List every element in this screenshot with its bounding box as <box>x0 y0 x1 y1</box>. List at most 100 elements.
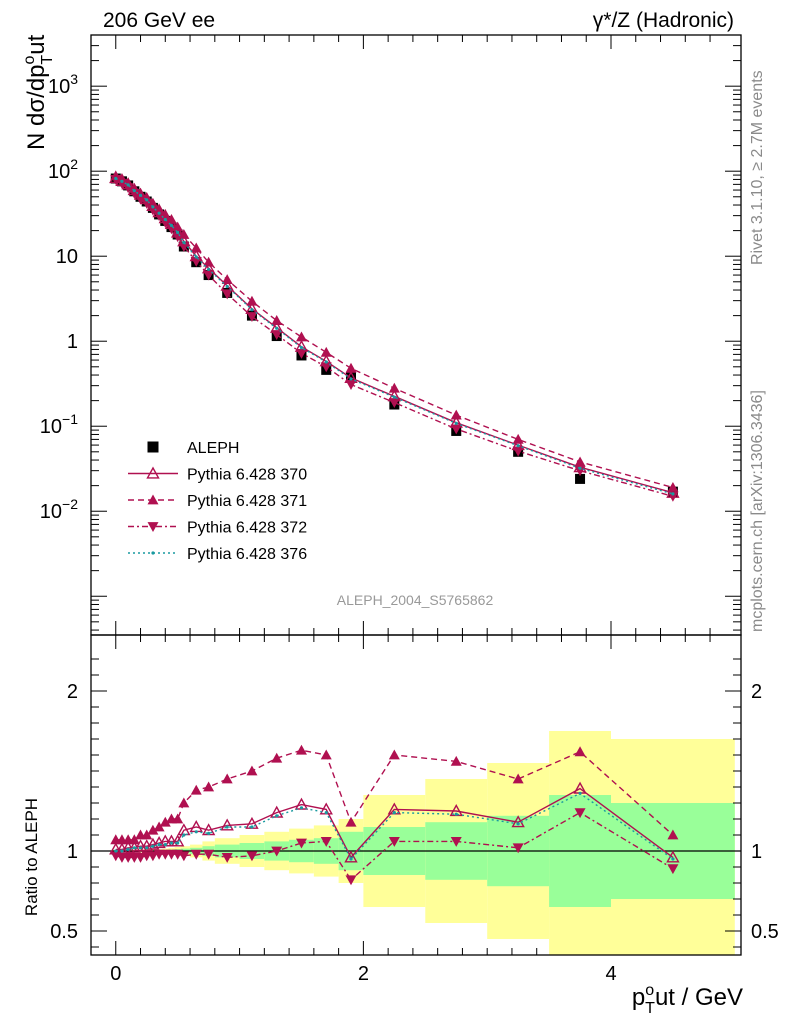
data-point <box>165 224 177 235</box>
x-tick-label: 0 <box>110 963 121 985</box>
data-point <box>320 362 332 373</box>
data-point <box>345 362 357 373</box>
ratio-point <box>220 818 234 831</box>
legend-marker <box>147 494 159 505</box>
ratio-point <box>147 824 159 835</box>
data-point <box>190 242 202 253</box>
data-point <box>345 380 357 390</box>
ratio-y-tick-label-right: 0.5 <box>751 921 779 943</box>
ratio-point <box>574 746 586 757</box>
data-point <box>225 284 229 289</box>
header-right: γ*/Z (Hadronic) <box>593 9 734 32</box>
data-point <box>169 223 174 228</box>
legend-marker <box>151 551 155 555</box>
data-point <box>153 203 165 214</box>
legend-label: Pythia 6.428 372 <box>187 520 307 537</box>
ratio-point <box>295 744 307 755</box>
ratio-point <box>132 846 136 850</box>
ratio-point <box>271 846 283 857</box>
ratio-point <box>516 822 520 826</box>
data-point <box>516 444 520 448</box>
rivet-version-label: Rivet 3.1.10, ≥ 2.7M events <box>749 70 766 265</box>
ratio-point <box>454 812 458 816</box>
data-point <box>578 466 582 470</box>
data-point <box>145 198 149 202</box>
data-point <box>349 377 353 381</box>
ratio-series-3 <box>114 791 675 861</box>
ratio-point <box>225 825 229 829</box>
data-point <box>159 217 171 228</box>
y-tick-label: 102 <box>48 156 78 183</box>
data-point <box>128 188 140 199</box>
data-point <box>114 176 118 181</box>
ratio-point <box>450 837 462 847</box>
ratio-point <box>320 837 332 847</box>
legend-entry: Pythia 6.428 372 <box>128 520 307 537</box>
ratio-line <box>115 787 674 859</box>
ratio-point <box>169 841 174 845</box>
ratio-point <box>147 851 159 862</box>
ratio-point <box>194 830 198 834</box>
data-point <box>450 424 462 435</box>
legend-marker <box>147 441 159 453</box>
data-point <box>295 348 307 359</box>
analysis-id-label: ALEPH_2004_S5765862 <box>337 592 494 608</box>
data-point <box>388 398 400 409</box>
data-point <box>178 242 190 253</box>
ratio-point <box>574 808 586 819</box>
ratio-point <box>388 837 400 847</box>
series-4 <box>114 176 675 496</box>
data-point <box>207 267 211 271</box>
data-point <box>250 308 254 312</box>
y-tick-label: 1 <box>67 331 78 353</box>
legend-entry: ALEPH <box>147 440 239 457</box>
ratio-point <box>163 843 167 847</box>
ratio-point <box>345 875 357 886</box>
data-point <box>176 230 180 235</box>
data-point <box>172 232 184 243</box>
legend-entry: Pythia 6.428 376 <box>128 546 307 563</box>
ratio-point <box>120 849 124 853</box>
data-point <box>141 198 153 209</box>
legend-label: Pythia 6.428 371 <box>187 493 307 510</box>
data-point <box>203 270 215 281</box>
data-point <box>512 433 524 444</box>
ratio-point <box>671 857 675 861</box>
ratio-y-tick-label: 0.5 <box>50 921 78 943</box>
data-point <box>157 211 161 215</box>
ratio-point <box>172 813 184 824</box>
ratio-point <box>138 846 143 850</box>
legend-marker <box>147 522 159 532</box>
ratio-point <box>145 846 149 850</box>
ratio-point <box>170 834 185 847</box>
data-point-aleph <box>346 371 356 382</box>
ratio-point <box>178 851 190 862</box>
legend-entry: Pythia 6.428 371 <box>128 493 307 510</box>
ratio-point <box>512 843 524 854</box>
ratio-point <box>221 853 233 863</box>
data-point <box>120 179 124 183</box>
data-point <box>151 205 155 209</box>
y-tick-label: 103 <box>48 71 78 98</box>
ratio-point <box>159 816 171 827</box>
ratio-point <box>345 816 357 827</box>
legend-label: Pythia 6.428 376 <box>187 546 307 563</box>
ratio-point <box>349 857 353 861</box>
ratio-point <box>176 841 180 845</box>
x-tick-label: 2 <box>358 963 369 985</box>
main-panel: 10−2 10−1 1 10 102 103 <box>40 34 742 955</box>
ratio-point <box>128 834 140 845</box>
data-point <box>450 409 462 420</box>
data-point <box>147 197 159 208</box>
ratio-point <box>667 864 679 875</box>
ratio-point <box>271 752 283 763</box>
ratio-point <box>344 850 358 863</box>
data-point <box>122 183 134 194</box>
data-point <box>221 289 233 300</box>
data-point <box>190 256 202 267</box>
data-point <box>667 482 679 492</box>
y-tick-label: 10−2 <box>40 496 78 523</box>
data-point <box>320 346 332 357</box>
data-point <box>388 382 400 393</box>
